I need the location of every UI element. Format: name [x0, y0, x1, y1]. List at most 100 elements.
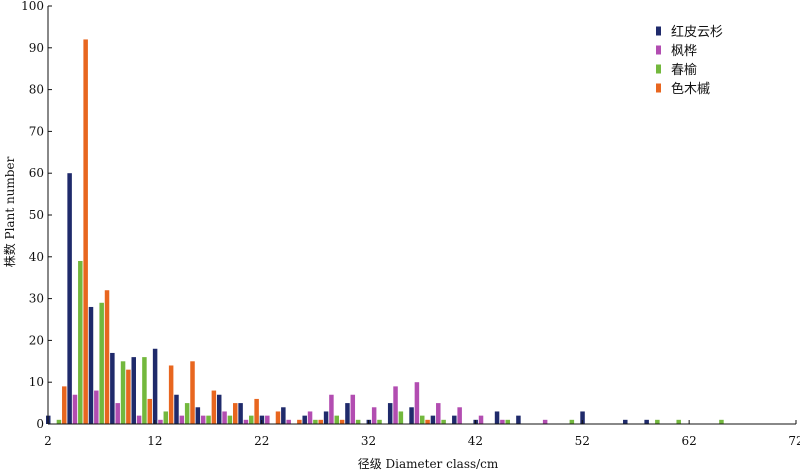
bar-3-12 [163, 411, 169, 424]
x-tick-label: 42 [468, 434, 483, 448]
x-tick-label: 62 [682, 434, 697, 448]
bar-1-14 [174, 394, 179, 424]
bar-4-12 [168, 365, 174, 424]
ticks-group: 0 10 20 30 40 50 60 70 80 90 100 2 12 22 32 42 52 62 72 [21, 0, 800, 448]
legend-label-4: 色木槭 [671, 81, 710, 97]
bar-1-20 [238, 403, 243, 424]
bar-1-12 [152, 348, 158, 424]
bar-1-28 [323, 411, 329, 424]
bar-4-36 [425, 419, 430, 424]
bar-1-40 [452, 415, 457, 424]
bar-4-2 [62, 386, 67, 424]
legend-swatch-4 [656, 83, 661, 93]
bar-2-44 [500, 419, 505, 424]
bar-3-6 [99, 302, 104, 424]
x-tick-label: 2 [44, 434, 52, 448]
legend-swatch-1 [656, 26, 661, 36]
bar-3-60 [676, 419, 681, 424]
bar-1-34 [387, 403, 393, 424]
bar-4-6 [104, 290, 110, 424]
bar-1-52 [580, 411, 585, 424]
bar-1-56 [623, 419, 628, 424]
x-axis-title: 径级 Diameter class/cm [358, 457, 499, 471]
bar-3-38 [441, 419, 446, 424]
y-tick-label: 70 [29, 124, 44, 138]
legend-swatch-3 [656, 64, 661, 74]
bar-2-6 [94, 390, 99, 424]
bar-4-10 [147, 398, 153, 424]
bar-3-2 [56, 419, 62, 424]
bar-2-22 [265, 415, 270, 424]
bar-2-32 [371, 407, 377, 424]
bar-1-44 [494, 411, 500, 424]
bar-2-4 [72, 394, 78, 424]
bar-1-10 [131, 357, 136, 424]
x-tick-label: 12 [147, 434, 162, 448]
y-tick-label: 0 [36, 417, 44, 431]
bar-3-10 [142, 357, 147, 424]
bar-3-44 [505, 419, 510, 424]
bars-group [46, 39, 724, 424]
bar-4-22 [275, 411, 281, 424]
bar-3-36 [420, 415, 425, 424]
bar-1-22 [259, 415, 265, 424]
bar-2-48 [542, 419, 548, 424]
x-tick-label: 72 [788, 434, 800, 448]
bar-2-12 [158, 419, 163, 424]
bar-2-8 [115, 403, 120, 424]
bar-2-38 [436, 403, 441, 424]
bar-3-64 [719, 419, 724, 424]
bar-1-38 [430, 415, 436, 424]
bar-3-50 [569, 419, 575, 424]
bar-3-18 [227, 415, 233, 424]
bar-3-8 [120, 361, 126, 424]
bar-4-24 [297, 419, 302, 424]
bar-3-30 [355, 419, 361, 424]
bar-1-36 [409, 407, 414, 424]
bar-2-18 [222, 411, 227, 424]
bar-2-28 [329, 394, 334, 424]
legend-label-3: 春榆 [671, 63, 697, 78]
bar-2-26 [307, 411, 313, 424]
bar-3-32 [377, 419, 382, 424]
y-tick-label: 50 [29, 208, 44, 222]
y-tick-label: 90 [29, 41, 44, 55]
bar-1-30 [345, 403, 350, 424]
bar-1-26 [302, 415, 307, 424]
bar-1-46 [516, 415, 521, 424]
bar-3-16 [206, 415, 211, 424]
bar-4-18 [233, 403, 238, 424]
bar-2-16 [200, 415, 206, 424]
bar-4-20 [254, 398, 259, 424]
bar-1-4 [67, 173, 72, 424]
y-tick-label: 10 [29, 375, 44, 389]
bar-3-4 [78, 260, 83, 424]
y-tick-label: 40 [29, 250, 44, 264]
bar-2-34 [393, 386, 398, 424]
bar-2-10 [136, 415, 142, 424]
bar-3-28 [334, 415, 340, 424]
y-tick-label: 80 [29, 83, 44, 97]
bar-4-26 [318, 419, 323, 424]
bar-4-4 [83, 39, 88, 424]
legend-label-1: 红皮云杉 [671, 24, 723, 40]
bar-3-20 [249, 415, 254, 424]
bar-4-8 [126, 369, 131, 424]
bar-2-30 [350, 394, 356, 424]
bar-4-28 [339, 419, 345, 424]
y-axis-title: 株数 Plant number [2, 156, 17, 267]
bar-2-42 [478, 415, 484, 424]
bar-4-14 [190, 361, 195, 424]
x-tick-label: 22 [254, 434, 269, 448]
legend-label-2: 枫桦 [671, 44, 697, 59]
y-tick-label: 100 [21, 0, 44, 13]
bar-1-18 [216, 394, 222, 424]
bar-2-24 [286, 419, 291, 424]
bar-4-16 [211, 390, 217, 424]
y-tick-label: 20 [29, 333, 44, 347]
x-tick-label: 52 [575, 434, 590, 448]
legend-swatch-2 [656, 45, 661, 55]
bar-1-6 [88, 306, 94, 424]
